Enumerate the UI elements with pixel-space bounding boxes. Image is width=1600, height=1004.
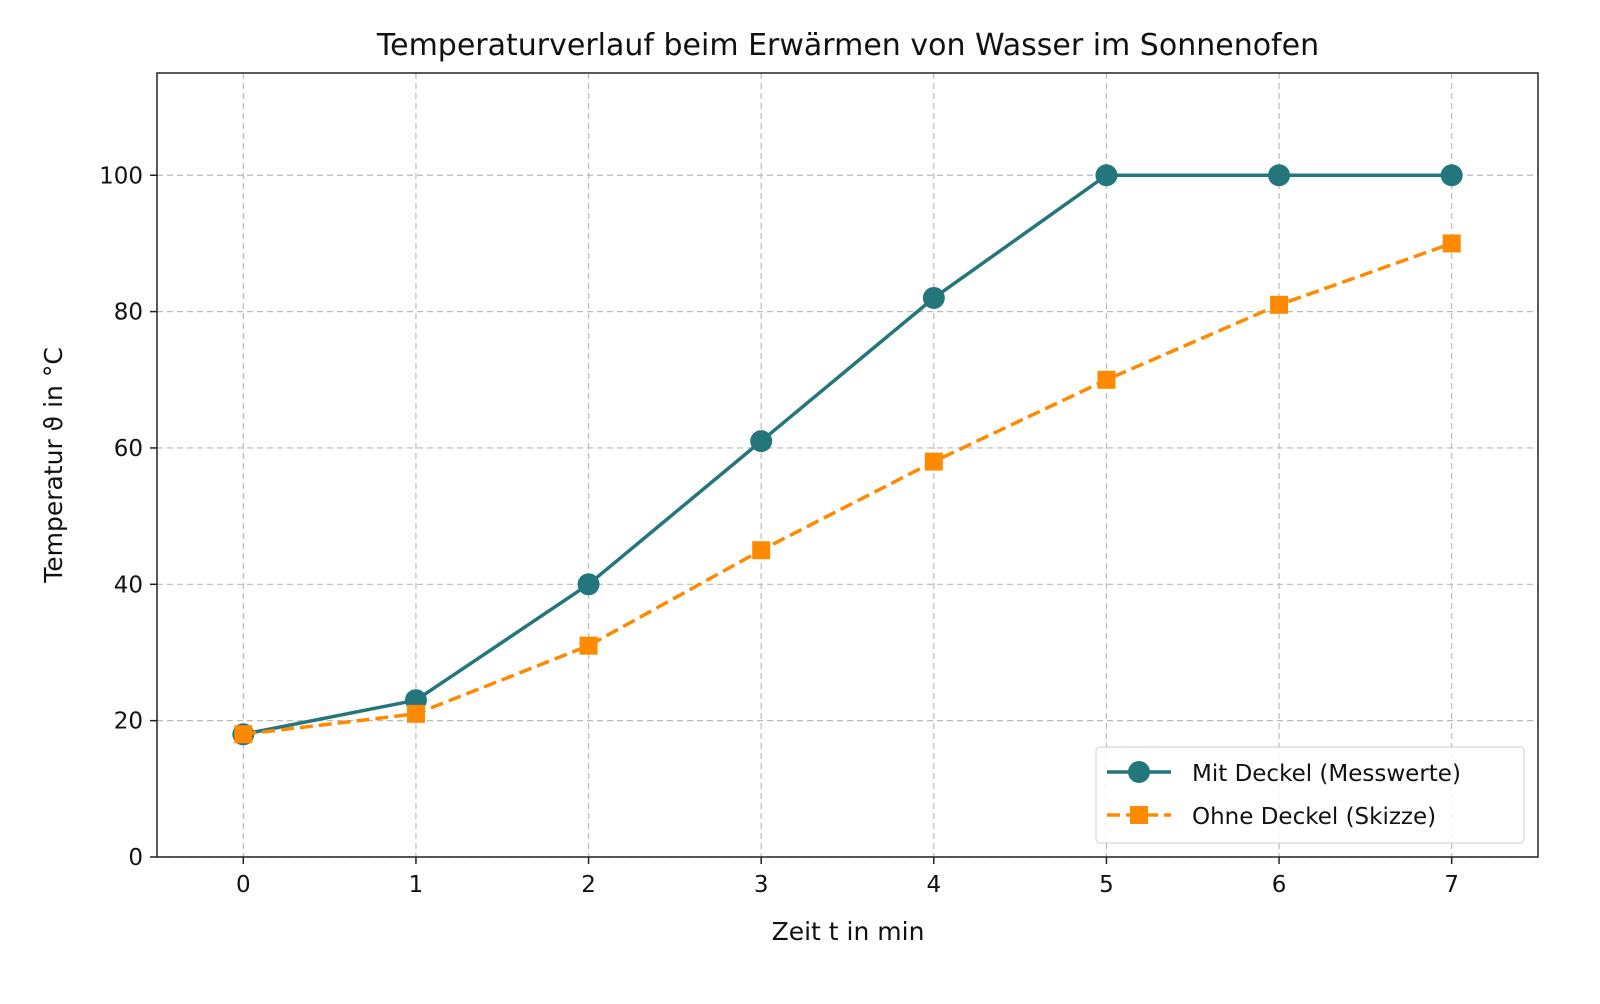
data-point-1	[234, 725, 253, 744]
x-tick-label: 4	[926, 872, 941, 898]
y-tick-label: 0	[128, 845, 143, 871]
legend-box	[1095, 746, 1525, 844]
x-tick-label: 1	[409, 872, 424, 898]
x-tick-label: 5	[1099, 872, 1114, 898]
series-line-0	[242, 173, 1452, 737]
data-point-1	[1097, 370, 1116, 389]
data-point-0	[750, 430, 773, 453]
y-tick-label: 80	[114, 300, 143, 326]
legend-marker-ohne-deckel	[1130, 806, 1148, 824]
data-point-1	[406, 704, 425, 723]
data-point-0	[922, 286, 945, 309]
y-tick-label: 60	[114, 436, 143, 462]
ticks: 0 1 2 3 4 5 6 7 0 20 40 60 80 100	[99, 163, 1459, 898]
x-tick-label: 7	[1444, 872, 1459, 898]
y-axis-label: Temperatur ϑ in °C	[39, 347, 68, 584]
legend: Mit Deckel (Messwerte) Ohne Deckel (Skiz…	[1095, 746, 1525, 844]
plot-frame	[156, 72, 1539, 858]
grid	[157, 73, 1538, 858]
data-point-1	[1442, 234, 1461, 253]
data-point-1	[924, 452, 943, 471]
data-point-0	[1095, 164, 1118, 187]
data-point-0	[1268, 164, 1291, 187]
x-tick-label: 0	[236, 872, 251, 898]
y-tick-label: 100	[99, 163, 143, 189]
x-tick-label: 3	[754, 872, 769, 898]
data-point-1	[579, 636, 598, 655]
chart-title: Temperaturverlauf beim Erwärmen von Wass…	[376, 28, 1319, 63]
data-point-0	[1440, 164, 1463, 187]
x-axis-label: Zeit t in min	[772, 917, 925, 946]
series-line-1	[243, 241, 1453, 737]
y-tick-label: 40	[114, 572, 143, 598]
legend-label-ohne-deckel: Ohne Deckel (Skizze)	[1192, 804, 1436, 830]
legend-label-mit-deckel: Mit Deckel (Messwerte)	[1192, 761, 1461, 787]
legend-marker-mit-deckel	[1128, 761, 1150, 783]
data-point-1	[1270, 295, 1289, 314]
data-point-1	[752, 541, 771, 560]
series-layer	[232, 164, 1463, 746]
y-tick-label: 20	[114, 709, 143, 735]
x-tick-label: 2	[581, 872, 596, 898]
x-tick-label: 6	[1272, 872, 1287, 898]
data-point-0	[577, 573, 600, 596]
